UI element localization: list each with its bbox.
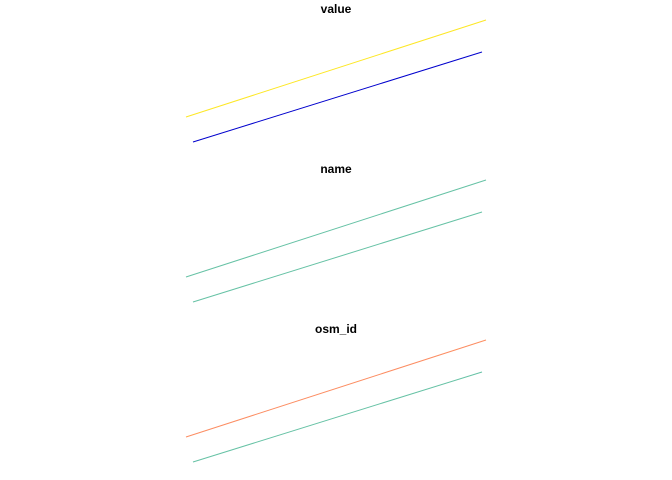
panel-osm-id: osm_id (185, 322, 487, 463)
osm-id-series-line-2 (192, 371, 483, 463)
panel-title-value: value (321, 2, 352, 16)
panel-name: name (185, 162, 487, 303)
panel-title-osm-id: osm_id (315, 322, 357, 336)
osm-id-series-line-1 (185, 339, 487, 438)
name-series-line-2 (192, 211, 483, 303)
panel-title-name: name (320, 162, 352, 176)
panel-value: value (185, 2, 487, 143)
value-series-line-1 (185, 19, 487, 118)
value-series-line-2 (192, 51, 483, 143)
name-series-line-1 (185, 179, 487, 278)
